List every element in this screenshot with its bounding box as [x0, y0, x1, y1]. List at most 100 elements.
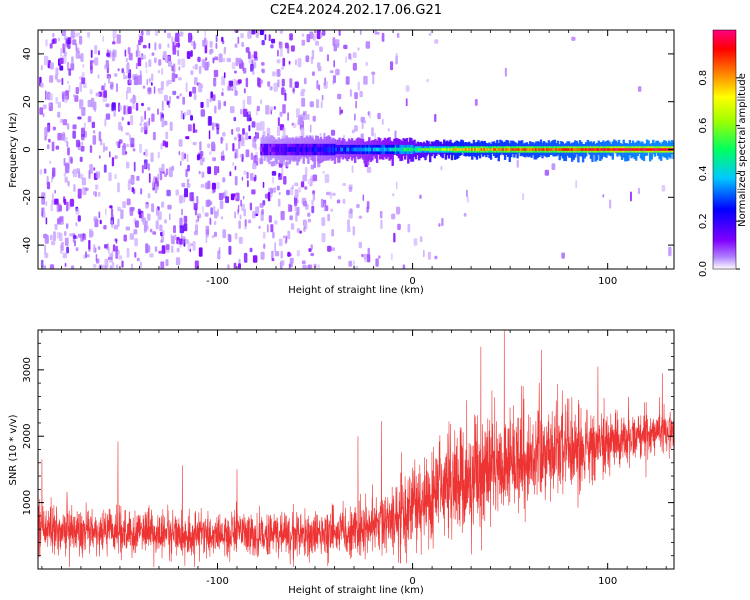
heatmap-cell	[59, 215, 64, 225]
heatmap-cell	[87, 99, 92, 108]
heatmap-cell	[365, 41, 371, 49]
heatmap-cell	[211, 122, 215, 131]
heatmap-cell	[372, 147, 376, 152]
heatmap-cell	[178, 139, 183, 147]
heatmap-cell	[630, 148, 633, 151]
heatmap-cell	[117, 206, 121, 212]
heatmap-cell	[304, 147, 307, 152]
heatmap-cell	[294, 81, 299, 88]
spectrogram-heatmap	[39, 30, 674, 269]
heatmap-cell	[393, 147, 396, 152]
heatmap-cell	[42, 104, 47, 110]
heatmap-cell	[165, 131, 169, 140]
heatmap-cell	[249, 247, 253, 253]
heatmap-cell	[215, 42, 218, 49]
heatmap-cell	[271, 171, 277, 176]
heatmap-cell	[222, 229, 227, 239]
heatmap-cell	[343, 147, 346, 152]
heatmap-cell	[277, 79, 280, 88]
colorbar-label: Normalized spectral amplitude	[737, 73, 748, 227]
heatmap-cell	[289, 215, 293, 221]
heatmap-cell	[375, 258, 379, 267]
heatmap-cell	[222, 177, 226, 183]
heatmap-cell	[175, 32, 180, 43]
heatmap-cell	[134, 238, 138, 247]
heatmap-cell	[296, 228, 301, 233]
heatmap-cell	[97, 246, 101, 250]
heatmap-cell	[154, 42, 157, 51]
heatmap-cell	[307, 212, 311, 217]
heatmap-cell	[183, 111, 187, 117]
heatmap-cell	[269, 86, 273, 91]
heatmap-cell	[178, 77, 182, 81]
heatmap-cell	[142, 85, 146, 89]
heatmap-cell	[284, 42, 289, 49]
heatmap-cell	[110, 265, 112, 269]
heatmap-cell	[81, 107, 86, 116]
heatmap-cell	[345, 76, 350, 85]
heatmap-cell	[217, 166, 220, 174]
heatmap-cell	[247, 51, 251, 59]
heatmap-cell	[263, 243, 266, 249]
heatmap-cell	[280, 260, 285, 266]
snr-x-ticks: -100 0 100	[41, 330, 667, 587]
heatmap-cell	[363, 147, 366, 152]
heatmap-cell	[233, 116, 237, 122]
heatmap-cell	[310, 164, 315, 170]
heatmap-cell	[276, 69, 281, 77]
heatmap-cell	[292, 123, 297, 128]
heatmap-cell	[656, 148, 660, 151]
heatmap-cell	[117, 182, 120, 193]
heatmap-cell	[359, 91, 363, 98]
heatmap-cell	[106, 52, 110, 57]
heatmap-cell	[277, 49, 279, 57]
heatmap-cell	[346, 147, 349, 152]
heatmap-cell	[391, 253, 393, 261]
heatmap-cell	[66, 61, 70, 71]
heatmap-cell	[75, 50, 80, 59]
heatmap-cell	[355, 147, 358, 152]
heatmap-cell	[296, 199, 299, 203]
heatmap-cell	[192, 123, 196, 134]
heatmap-cell	[296, 250, 300, 257]
heatmap-cell	[322, 30, 326, 36]
heatmap-cell	[83, 83, 87, 88]
heatmap-cell	[505, 148, 508, 151]
heatmap-cell	[135, 102, 139, 111]
heatmap-cell	[116, 83, 118, 93]
heatmap-cell	[171, 72, 176, 82]
heatmap-cell	[93, 190, 95, 196]
heatmap-cell	[594, 143, 597, 162]
heatmap-cell	[169, 95, 171, 104]
heatmap-cell	[303, 226, 306, 232]
heatmap-cell	[61, 77, 64, 86]
heatmap-cell	[508, 148, 511, 151]
heatmap-cell	[194, 129, 198, 133]
heatmap-cell	[135, 62, 138, 70]
heatmap-cell	[234, 87, 237, 96]
heatmap-cell	[577, 143, 580, 163]
heatmap-cell	[103, 164, 107, 173]
heatmap-cell	[438, 223, 441, 227]
heatmap-cell	[237, 57, 242, 64]
heatmap-cell	[64, 51, 67, 57]
heatmap-cell	[97, 74, 100, 79]
heatmap-cell	[516, 159, 519, 168]
heatmap-cell	[127, 106, 132, 114]
heatmap-cell	[307, 264, 313, 269]
heatmap-cell	[49, 264, 55, 269]
heatmap-cell	[60, 47, 62, 57]
heatmap-cell	[49, 160, 51, 165]
heatmap-cell	[371, 147, 374, 152]
heatmap-cell	[237, 36, 240, 44]
heatmap-cell	[318, 147, 321, 152]
y-tick-label: -20	[22, 189, 33, 205]
heatmap-cell	[625, 148, 628, 151]
heatmap-cell	[320, 32, 323, 38]
heatmap-cell	[152, 231, 157, 235]
heatmap-cell	[182, 96, 185, 105]
heatmap-cell	[93, 216, 98, 222]
heatmap-cell	[255, 206, 260, 214]
heatmap-cell	[172, 41, 175, 51]
